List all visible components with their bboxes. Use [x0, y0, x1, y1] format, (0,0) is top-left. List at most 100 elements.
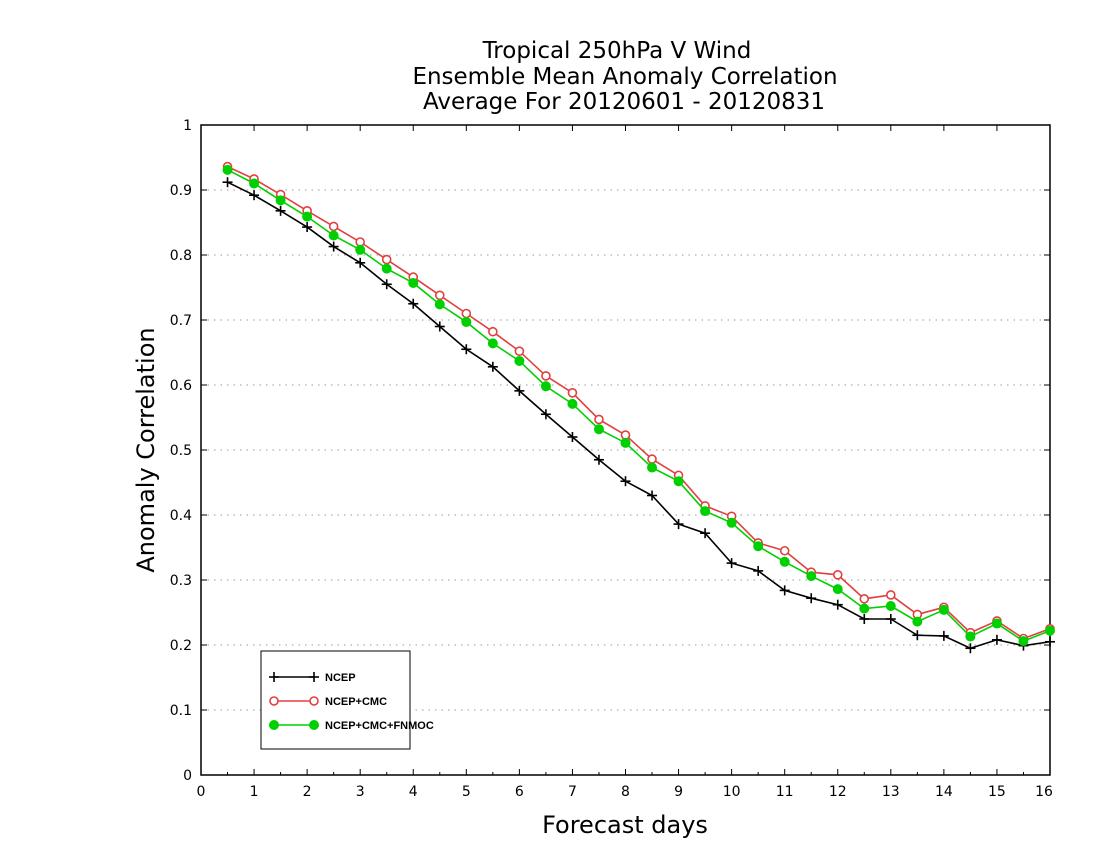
series-2-point-13: [567, 398, 578, 409]
y-tick-label-10: 1: [183, 118, 192, 134]
series-2-point-26: [912, 616, 923, 627]
legend-box: [260, 650, 411, 750]
chart-title-line-1: Tropical 250hPa V Wind: [482, 38, 752, 64]
series-0-point-10: [487, 361, 498, 372]
series-2-point-6: [381, 263, 392, 274]
series-2-point-8: [434, 299, 445, 310]
series-1-point-24: [859, 594, 870, 604]
series-line-0: [227, 181, 1051, 650]
x-tick-label-12: 12: [829, 784, 847, 800]
series-1-point-21: [779, 545, 790, 556]
legend-item-1: NCEP+CMC: [269, 696, 387, 708]
series-0-point-29: [991, 634, 1002, 645]
series-0-point-19: [726, 558, 737, 569]
series-0-point-14: [593, 454, 604, 465]
series-0-point-16: [647, 490, 658, 501]
x-tick-label-9: 9: [674, 784, 683, 800]
series-2-point-15: [620, 437, 631, 448]
series-0-point-8: [434, 321, 445, 332]
legend-marker-start-0: [269, 672, 279, 682]
x-tick-label-16: 16: [1035, 784, 1053, 800]
series-1-point-8: [434, 290, 445, 301]
x-tick-label-14: 14: [935, 784, 953, 800]
x-tick-label-5: 5: [462, 784, 471, 800]
legend-label-0: NCEP: [325, 672, 356, 684]
series-0-point-6: [381, 279, 392, 290]
series-0-point-22: [806, 593, 817, 604]
y-tick-label-4: 0.4: [170, 508, 192, 524]
legend: NCEP NCEP+CMC NCEP+CMC+FNMOC: [260, 650, 434, 750]
legend-marker-end-0: [309, 672, 319, 682]
series-line-1: [227, 165, 1051, 640]
y-tick-label-2: 0.2: [170, 638, 192, 654]
series-1-point-4: [328, 221, 339, 232]
series-2-point-11: [514, 355, 525, 366]
series-layer: [222, 161, 1055, 654]
series-1-point-14: [594, 414, 604, 425]
x-tick-label-8: 8: [621, 784, 630, 800]
series-1-point-25: [886, 590, 896, 600]
series-1: [222, 161, 1055, 644]
x-tick-label-10: 10: [723, 784, 741, 800]
series-2-point-2: [275, 195, 286, 206]
y-tick-label-9: 0.9: [170, 183, 192, 199]
legend-item-0: NCEP: [269, 672, 356, 684]
series-0-point-21: [779, 585, 790, 596]
legend-label-2: NCEP+CMC+FNMOC: [325, 720, 434, 732]
legend-marker-end-2: [309, 720, 319, 730]
x-tick-label-4: 4: [409, 784, 418, 800]
series-2-point-5: [355, 244, 366, 255]
y-tick-label-8: 0.8: [170, 248, 192, 264]
x-tick-label-13: 13: [882, 784, 900, 800]
x-tick-label-11: 11: [776, 784, 794, 800]
legend-marker-start-1: [269, 696, 279, 706]
gridlines: [201, 189, 1050, 711]
series-2-point-24: [859, 603, 870, 614]
series-0-point-15: [620, 476, 631, 487]
series-1-point-10: [488, 326, 498, 337]
series-2-point-31: [1045, 625, 1055, 636]
series-1-point-11: [514, 346, 525, 357]
series-0-point-2: [275, 205, 286, 216]
series-0-point-4: [328, 241, 339, 252]
series-2-point-4: [328, 230, 339, 241]
series-2-point-25: [885, 601, 896, 611]
series-2-point-10: [487, 338, 498, 349]
series-0-point-11: [514, 385, 525, 396]
x-axis-label: Forecast days: [542, 811, 708, 839]
series-2-point-27: [938, 604, 949, 615]
series-2-point-18: [700, 506, 711, 517]
series-0-point-7: [408, 298, 419, 309]
series-2-point-23: [832, 584, 843, 595]
series-1-point-12: [541, 371, 551, 381]
series-2: [222, 164, 1055, 647]
series-0-point-13: [567, 432, 578, 442]
series-2-point-20: [753, 541, 764, 552]
series-2-point-30: [1018, 636, 1029, 647]
x-tick-label-7: 7: [568, 784, 577, 800]
series-0-point-3: [302, 222, 313, 233]
series-0-point-0: [222, 177, 233, 188]
series-1-point-9: [461, 308, 472, 319]
series-1-point-23: [832, 569, 843, 580]
series-2-point-9: [461, 316, 472, 327]
series-0-point-12: [540, 409, 551, 420]
x-tick-label-2: 2: [303, 784, 312, 800]
series-0-point-20: [753, 565, 764, 576]
x-axis-ticks: 0 1 2 3 4 5 6 7 8 9 10 11 12 13 14 15 16: [197, 125, 1053, 800]
y-axis-ticks: 0 0.1 0.2 0.3 0.4 0.5 0.6 0.7 0.8 0.9 1: [170, 118, 1050, 784]
x-tick-label-6: 6: [515, 784, 524, 800]
legend-item-2: NCEP+CMC+FNMOC: [269, 720, 434, 732]
x-tick-label-15: 15: [988, 784, 1006, 800]
series-2-point-0: [222, 164, 233, 175]
series-1-point-15: [620, 430, 631, 440]
series-0-point-28: [965, 643, 976, 654]
series-2-point-29: [991, 618, 1002, 629]
series-0-point-1: [249, 190, 260, 201]
series-1-point-16: [647, 454, 657, 464]
x-tick-label-0: 0: [197, 784, 206, 800]
series-0: [222, 177, 1055, 654]
y-axis-label: Anomaly Correlation: [132, 327, 160, 572]
y-tick-label-1: 0.1: [170, 703, 192, 719]
